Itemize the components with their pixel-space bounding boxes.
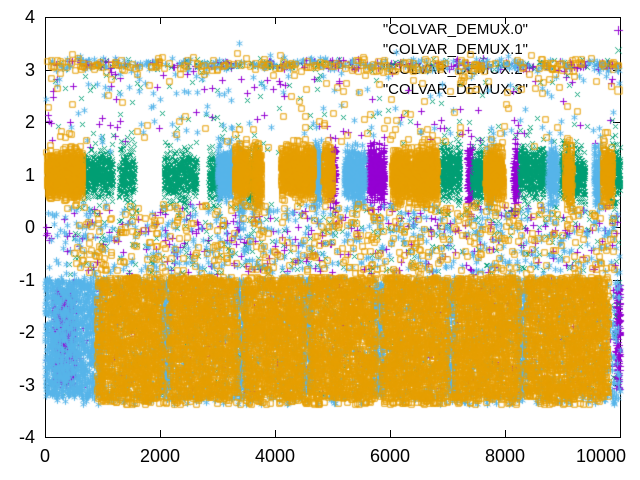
plot-border: [45, 17, 621, 438]
y-tick-label: -4: [18, 427, 35, 447]
y-tick-label: 0: [24, 217, 35, 237]
y-tick-label: -1: [18, 269, 35, 290]
x-tick-label: 8000: [484, 446, 526, 466]
y-tick-label: 3: [24, 59, 35, 80]
legend-label: "COLVAR_DEMUX.2": [382, 61, 528, 78]
y-tick-label: 1: [24, 164, 35, 185]
x-tick-label: 2000: [139, 446, 181, 466]
x-tick-label: 0: [39, 446, 50, 466]
x-tick-label: 10000: [575, 446, 627, 466]
x-tick-label: 4000: [254, 446, 296, 466]
y-tick-label: 4: [24, 7, 35, 27]
y-tick-label: 2: [24, 112, 35, 132]
legend-label: "COLVAR_DEMUX.1": [382, 41, 528, 58]
y-tick-label: -3: [18, 374, 35, 395]
y-tick-label: -2: [18, 322, 35, 342]
x-tick-label: 6000: [369, 446, 411, 466]
legend-label: "COLVAR_DEMUX.3": [382, 81, 528, 98]
legend-label: "COLVAR_DEMUX.0": [382, 21, 528, 38]
